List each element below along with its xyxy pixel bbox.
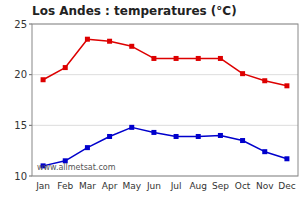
grid — [32, 24, 298, 176]
plot-frame — [32, 24, 298, 176]
chart-container: Los Andes : temperatures (°C) 10 15 20 25 Jan… — [0, 0, 305, 200]
point-marker — [262, 78, 267, 83]
point-marker — [129, 125, 134, 130]
point-marker — [218, 133, 223, 138]
x-tick-label: Feb — [57, 181, 73, 191]
data-layer — [41, 37, 290, 169]
x-tick-label: Aug — [189, 181, 207, 191]
x-tick-label: Nov — [256, 181, 274, 191]
point-marker — [174, 56, 179, 61]
point-marker — [85, 145, 90, 150]
x-tick-label: Jan — [35, 181, 50, 191]
point-marker — [240, 71, 245, 76]
chart-title: Los Andes : temperatures (°C) — [32, 4, 237, 18]
point-marker — [63, 65, 68, 70]
grid-line — [32, 74, 298, 75]
point-marker — [196, 56, 201, 61]
y-tick-label: 25 — [14, 19, 27, 30]
point-marker — [240, 138, 245, 143]
x-tick-label: Mar — [79, 181, 96, 191]
x-tick-label: May — [122, 181, 141, 191]
y-tick-label: 20 — [14, 69, 27, 80]
point-marker — [41, 77, 46, 82]
x-tick-label: Dec — [278, 181, 295, 191]
point-marker — [284, 156, 289, 161]
point-marker — [196, 134, 201, 139]
x-tick-label: Apr — [102, 181, 118, 191]
point-marker — [107, 39, 112, 44]
x-tick-label: Oct — [235, 181, 251, 191]
point-marker — [151, 56, 156, 61]
point-marker — [218, 56, 223, 61]
point-marker — [262, 149, 267, 154]
point-marker — [85, 37, 90, 42]
point-marker — [284, 83, 289, 88]
chart-svg: Los Andes : temperatures (°C) 10 15 20 25 Jan… — [0, 0, 305, 200]
grid-line — [32, 125, 298, 126]
series-line — [43, 127, 287, 166]
y-tick-label: 15 — [14, 120, 27, 131]
point-marker — [129, 44, 134, 49]
point-marker — [151, 130, 156, 135]
x-tick-label: Jun — [146, 181, 161, 191]
axes: 10 15 20 25 Jan Feb Mar Apr May Jun Jul Aug Sep Oct No… — [14, 19, 298, 192]
x-tick-label: Sep — [212, 181, 229, 191]
annotation: www.allmetsat.com — [37, 163, 116, 172]
x-tick-label: Jul — [170, 181, 182, 191]
series-line — [43, 39, 287, 86]
y-tick-label: 10 — [14, 171, 27, 182]
point-marker — [107, 134, 112, 139]
point-marker — [174, 134, 179, 139]
